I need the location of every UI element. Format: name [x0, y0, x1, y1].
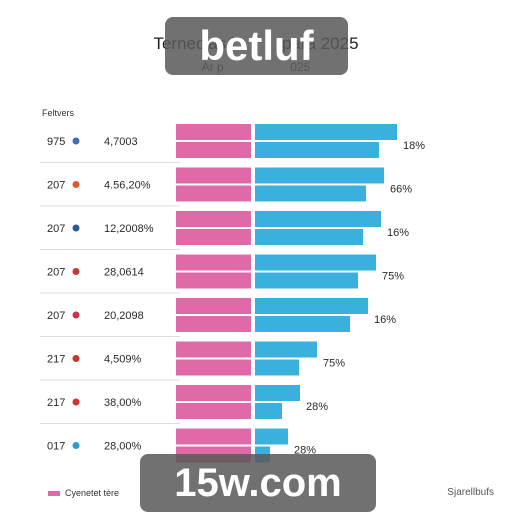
blue-bar	[255, 272, 358, 289]
value-label: 4,7003	[104, 136, 138, 148]
category-label: 207	[47, 310, 65, 322]
data-label: 28%	[294, 445, 316, 457]
marker-icon	[72, 398, 80, 406]
data-label: 18%	[403, 140, 425, 152]
blue-bar	[255, 298, 368, 314]
value-label: 4.56,20%	[104, 180, 151, 192]
watermark-top: betluf	[165, 17, 348, 75]
blue-bar	[255, 211, 381, 227]
marker-icon	[72, 137, 80, 145]
category-label: 207	[47, 267, 65, 279]
legend: Cyenetet tère	[48, 488, 119, 498]
marker-icon	[72, 442, 80, 449]
marker-icon	[72, 311, 80, 319]
blue-bar	[255, 385, 300, 401]
blue-bar	[255, 341, 317, 358]
pink-bar	[176, 272, 251, 289]
legend-label: Cyenetet tère	[65, 488, 120, 498]
legend-swatch	[48, 490, 60, 496]
pink-bar	[176, 403, 251, 419]
corner-text: Sjarellbufs	[447, 487, 494, 498]
data-label: 75%	[323, 358, 345, 370]
pink-bar	[176, 142, 251, 158]
blue-bar	[255, 229, 363, 245]
pink-bar	[176, 167, 251, 184]
data-label: 66%	[390, 184, 412, 196]
blue-bar	[255, 142, 379, 158]
pink-bar	[176, 229, 251, 245]
category-label: 207	[47, 223, 65, 235]
value-label: 12,2008%	[104, 223, 154, 235]
blue-bar	[255, 359, 299, 376]
category-label: 217	[47, 397, 65, 409]
pink-bar	[176, 254, 251, 271]
category-label: 207	[47, 180, 65, 192]
marker-icon	[72, 224, 80, 232]
data-label: 16%	[387, 227, 409, 239]
category-label: 975	[47, 136, 65, 148]
category-label: 217	[47, 354, 65, 366]
pink-bar	[176, 211, 251, 227]
pink-bar	[176, 341, 251, 358]
marker-icon	[72, 268, 80, 275]
blue-bar	[255, 254, 376, 271]
pink-bar	[176, 385, 251, 401]
pink-bar	[176, 316, 251, 332]
pink-bar	[176, 185, 251, 202]
marker-icon	[72, 181, 80, 188]
pink-bar	[176, 359, 251, 376]
blue-bar	[255, 403, 282, 419]
value-label: 38,00%	[104, 397, 142, 409]
data-label: 16%	[374, 314, 396, 326]
column-header: Feltvers	[42, 108, 75, 118]
value-label: 20,2098	[104, 310, 144, 322]
pink-bar	[176, 298, 251, 314]
blue-bar	[255, 124, 397, 140]
watermark-bottom: 15w.com	[140, 454, 376, 512]
marker-icon	[72, 355, 80, 362]
pink-bar	[176, 428, 251, 445]
value-label: 28,0614	[104, 267, 144, 279]
blue-bar	[255, 428, 288, 445]
blue-bar	[255, 167, 384, 184]
category-label: 017	[47, 441, 65, 453]
value-label: 28,00%	[104, 441, 142, 453]
blue-bar	[255, 185, 366, 202]
pink-bar	[176, 124, 251, 140]
value-label: 4,509%	[104, 354, 142, 366]
data-label: 28%	[306, 401, 328, 413]
data-label: 75%	[382, 271, 404, 283]
blue-bar	[255, 316, 350, 332]
